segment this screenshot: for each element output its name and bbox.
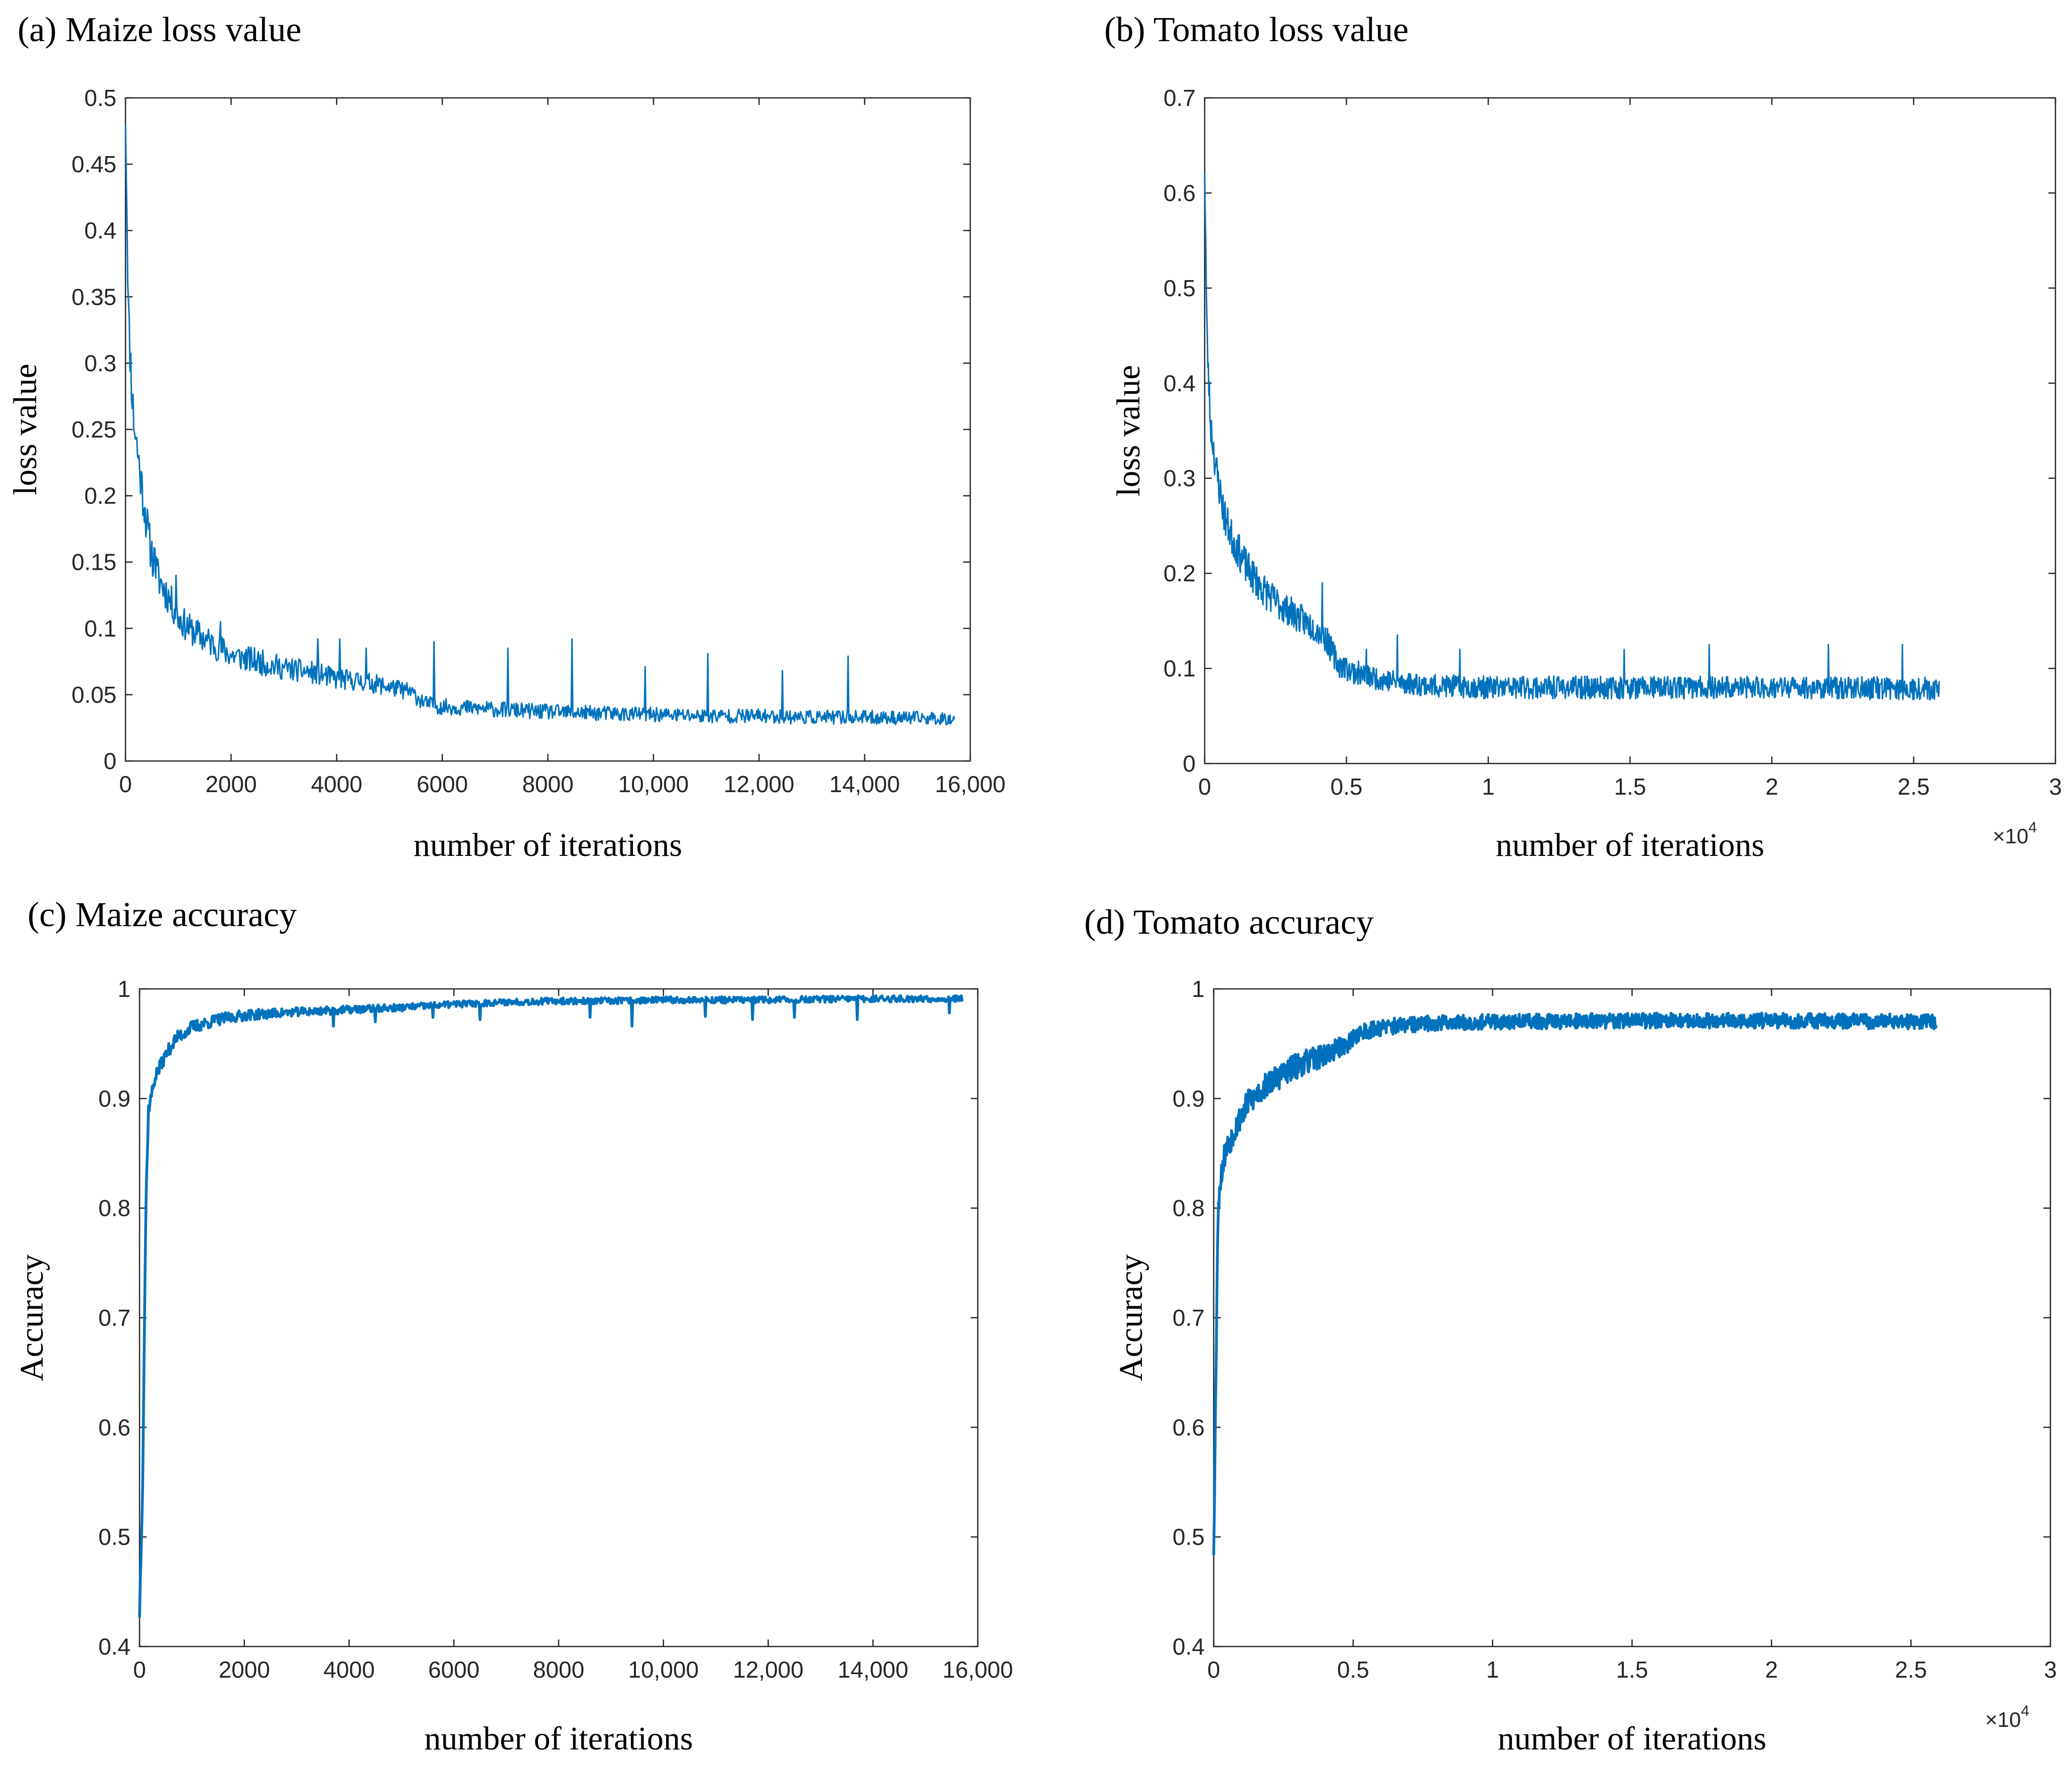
y-tick-label: 0.9: [98, 1085, 131, 1111]
y-tick-label: 0.25: [71, 417, 116, 443]
x-exponent-label: ×104: [1985, 1703, 2029, 1731]
x-tick-label: 1.5: [1614, 774, 1646, 800]
y-tick-label: 0.9: [1173, 1085, 1205, 1111]
y-tick-label: 0.4: [84, 217, 116, 243]
y-tick-label: 0.6: [98, 1414, 131, 1440]
y-axis-label: Accuracy: [14, 1254, 50, 1381]
y-tick-label: 0.2: [84, 483, 116, 509]
y-tick-label: 0.3: [84, 350, 116, 376]
x-tick-label: 4000: [311, 771, 362, 797]
x-tick-label: 2000: [219, 1657, 270, 1683]
y-tick-label: 0: [1183, 750, 1196, 777]
y-tick-label: 0.3: [1163, 465, 1196, 491]
x-tick-label: 8000: [522, 771, 573, 797]
x-tick-label: 4000: [323, 1657, 374, 1683]
y-tick-label: 0.5: [1173, 1524, 1205, 1550]
series-line-accuracy: [138, 994, 964, 1618]
x-axis-label: number of iterations: [424, 1720, 693, 1757]
y-tick-label: 0.5: [98, 1524, 131, 1550]
panel-a: (a) Maize loss value 0 2000 4000 6000 8000 10,…: [7, 11, 1005, 863]
y-tick-label: 0.6: [1173, 1414, 1205, 1440]
y-tick-label: 0.7: [1173, 1305, 1205, 1331]
x-tick-label: 3: [2044, 1657, 2057, 1683]
panel-c: (c) Maize accuracy 0 2000 4000 6000 8000 10,00…: [14, 896, 1013, 1757]
y-tick-label: 0.1: [1163, 656, 1196, 682]
x-tick-label: 10,000: [618, 771, 689, 797]
y-axis-label: Accuracy: [1113, 1254, 1149, 1381]
y-tick-label: 0.6: [1163, 180, 1196, 206]
y-tick-label: 0.7: [1163, 85, 1196, 111]
x-tick-label: 10,000: [628, 1657, 699, 1683]
y-tick-label: 1: [117, 976, 131, 1002]
y-tick-label: 0.7: [98, 1305, 131, 1331]
x-tick-label: 0: [133, 1657, 146, 1683]
y-axis-label: loss value: [7, 363, 44, 495]
y-tick-label: 0.8: [98, 1195, 131, 1221]
y-tick-label: 0.4: [1173, 1633, 1205, 1660]
y-tick-label: 0.5: [1163, 275, 1196, 301]
x-tick-label: 1: [1482, 774, 1495, 800]
series-line-loss: [1204, 173, 1940, 701]
x-axis-label: number of iterations: [1498, 1720, 1766, 1757]
series-line-loss: [124, 124, 955, 725]
panel-title: (b) Tomato loss value: [1104, 11, 1408, 49]
x-tick-label: 2.5: [1895, 1657, 1927, 1683]
x-tick-label: 14,000: [829, 771, 900, 797]
y-tick-label: 0.8: [1173, 1195, 1205, 1221]
x-tick-label: 1.5: [1616, 1657, 1648, 1683]
x-tick-label: 6000: [428, 1657, 479, 1683]
x-tick-label: 0: [1207, 1657, 1220, 1683]
panel-title: (d) Tomato accuracy: [1084, 903, 1374, 942]
x-tick-label: 0: [119, 771, 132, 797]
y-tick-label: 0.2: [1163, 560, 1196, 586]
x-exponent-power: 4: [2028, 819, 2037, 836]
x-exponent-label: ×104: [1993, 819, 2037, 848]
y-tick-label: 1: [1192, 976, 1205, 1002]
panel-b: (b) Tomato loss value 0 0.5 1 1.5 2 2.5 3 0 0.1 0.…: [1104, 11, 2062, 863]
x-tick-label: 2.5: [1898, 774, 1930, 800]
x-axis-label: number of iterations: [1496, 827, 1764, 863]
y-axis-label: loss value: [1110, 365, 1147, 496]
y-tick-label: 0.05: [71, 682, 116, 708]
x-exponent-power: 4: [2021, 1703, 2029, 1719]
x-tick-label: 16,000: [935, 771, 1006, 797]
x-tick-label: 14,000: [838, 1657, 909, 1683]
x-exponent-base: ×10: [1985, 1708, 2021, 1731]
x-tick-label: 2: [1765, 1657, 1778, 1683]
x-tick-label: 2000: [205, 771, 256, 797]
x-tick-label: 2: [1765, 774, 1778, 800]
x-tick-label: 6000: [417, 771, 468, 797]
y-tick-label: 0.4: [1163, 370, 1196, 396]
panel-title: (a) Maize loss value: [18, 11, 302, 49]
x-tick-label: 16,000: [943, 1657, 1013, 1683]
y-tick-label: 0.45: [71, 151, 116, 177]
x-exponent-base: ×10: [1993, 824, 2028, 848]
x-tick-label: 3: [2049, 774, 2062, 800]
y-tick-label: 0.15: [71, 549, 116, 575]
x-tick-label: 12,000: [724, 771, 795, 797]
y-tick-label: 0: [103, 748, 116, 774]
x-tick-label: 0: [1198, 774, 1211, 800]
series-line-accuracy: [1212, 1012, 1937, 1556]
panel-d: (d) Tomato accuracy 0 0.5 1 1.5 2 2.5 3 0.4 0.5 0.…: [1084, 903, 2057, 1757]
x-tick-label: 0.5: [1337, 1657, 1369, 1683]
x-tick-label: 0.5: [1331, 774, 1363, 800]
x-tick-label: 8000: [533, 1657, 584, 1683]
plot-frame: [139, 988, 979, 1648]
y-tick-label: 0.1: [84, 615, 116, 642]
y-tick-label: 0.4: [98, 1633, 131, 1660]
plot-frame: [1204, 97, 2056, 765]
y-tick-label: 0.5: [84, 85, 116, 111]
panel-title: (c) Maize accuracy: [28, 896, 297, 934]
plot-frame: [1213, 988, 2051, 1648]
x-tick-label: 12,000: [733, 1657, 804, 1683]
x-tick-label: 1: [1486, 1657, 1499, 1683]
y-tick-label: 0.35: [71, 284, 116, 310]
x-axis-label: number of iterations: [414, 827, 682, 863]
